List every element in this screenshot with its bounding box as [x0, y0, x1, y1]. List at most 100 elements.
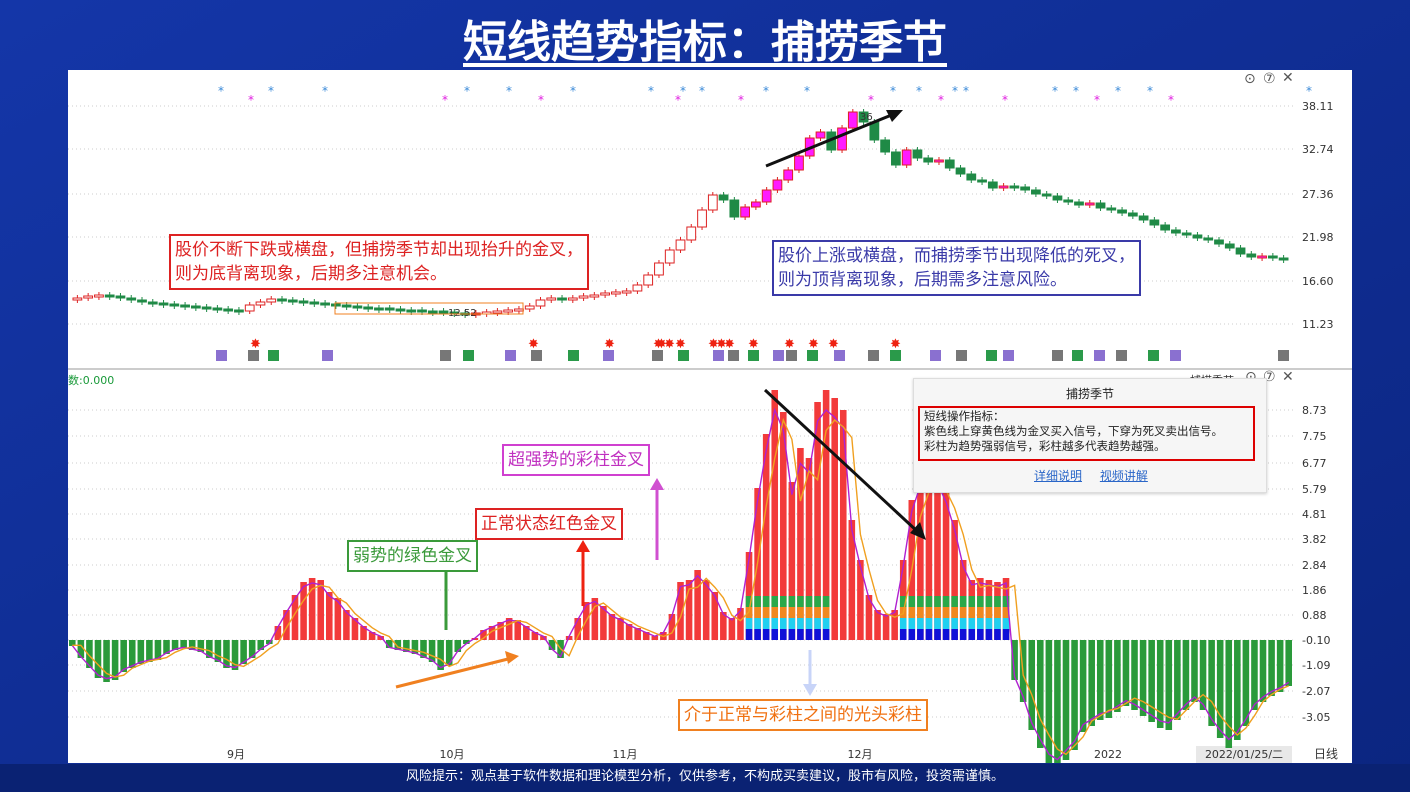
candle: [1278, 257, 1289, 261]
histogram-bar: [702, 580, 710, 640]
marker-badge: [322, 350, 333, 361]
histogram-bar: [505, 618, 513, 640]
candle: [341, 304, 352, 308]
color-bar-segment: [917, 607, 924, 618]
color-bar-segment: [934, 607, 941, 618]
candle: [492, 310, 503, 314]
signal-star: *: [1052, 84, 1058, 98]
indicator-tick-label: 8.73: [1302, 404, 1327, 417]
popup-line: 紫色线上穿黄色线为金叉买入信号，下穿为死叉卖出信号。: [924, 424, 1223, 438]
marker-badge: [652, 350, 663, 361]
red-star: ✸: [664, 337, 675, 352]
marker-badge: [956, 350, 967, 361]
histogram-bar: [882, 614, 890, 640]
candle: [309, 301, 320, 305]
candle: [438, 310, 449, 314]
candle: [395, 308, 406, 312]
signal-star: *: [1073, 84, 1079, 98]
histogram-bar: [154, 640, 162, 660]
histogram-bar: [917, 472, 924, 640]
histogram-bar: [368, 632, 376, 640]
histogram-bar: [86, 640, 93, 668]
candle: [212, 307, 223, 311]
candle: [772, 179, 783, 191]
marker-badge: [1003, 350, 1014, 361]
signal-star: *: [804, 84, 810, 98]
color-bar-segment: [780, 629, 787, 640]
close-icon[interactable]: ✕: [1282, 369, 1294, 385]
candle: [1074, 201, 1084, 206]
marker-badge: [505, 350, 516, 361]
month-label: 10月: [440, 748, 465, 761]
popup-line: 短线操作指标：: [924, 409, 1005, 423]
signal-star: *: [538, 93, 544, 107]
rising-arrow: [395, 657, 509, 689]
candle: [94, 294, 104, 298]
color-bar-segment: [771, 607, 779, 618]
red-star: ✸: [828, 337, 839, 352]
close-icon[interactable]: ✕: [1282, 70, 1294, 86]
histogram-bar: [694, 570, 701, 640]
risk-footer: 风险提示：观点基于软件数据和理论模型分析，仅供参考，不构成买卖建议，股市有风险，…: [0, 764, 1410, 792]
histogram-bar: [188, 640, 196, 650]
candle: [169, 303, 180, 307]
candle: [417, 309, 427, 313]
indicator-tick-label: -1.09: [1302, 659, 1330, 672]
histogram-bar: [394, 640, 402, 650]
marker-badge: [1052, 350, 1063, 361]
signal-star: *: [218, 84, 224, 98]
candle: [1246, 253, 1257, 258]
color-bar-segment: [942, 618, 950, 629]
signal-star: *: [1306, 84, 1312, 98]
orange-line: [72, 417, 1289, 756]
candle: [1009, 185, 1020, 189]
trend-arrow: [765, 112, 895, 168]
color-bar-segment: [762, 618, 770, 629]
settings-icon[interactable]: ⊙: [1244, 71, 1256, 87]
color-bar-segment: [1002, 607, 1010, 618]
candle: [578, 295, 589, 299]
signal-star: *: [675, 93, 681, 107]
candle: [1224, 243, 1235, 249]
histogram-bar: [1105, 640, 1113, 718]
histogram-bar: [1156, 640, 1164, 728]
histogram-bar: [274, 626, 282, 640]
indicator-info-popup: 捕捞季节 短线操作指标： 紫色线上穿黄色线为金叉买入信号，下穿为死叉卖出信号。 …: [913, 378, 1267, 493]
candle: [567, 297, 578, 301]
color-bar-segment: [788, 629, 796, 640]
video-link[interactable]: 视频讲解: [1099, 469, 1148, 483]
candle: [686, 226, 697, 241]
histogram-bar: [171, 640, 179, 650]
color-bar-segment: [959, 618, 967, 629]
color-bar-segment: [942, 607, 950, 618]
candle: [815, 131, 826, 139]
chart-svg: 38.11 32.74 27.36 21.98 16.60 11.23 8.73 7.75 6.…: [68, 84, 1352, 763]
candle: [740, 206, 751, 218]
indicator-tick-label: 6.77: [1302, 457, 1327, 470]
histogram-bar: [377, 636, 384, 640]
candle: [1171, 229, 1181, 234]
help-icon[interactable]: ⑦: [1263, 71, 1276, 87]
marker-badge: [678, 350, 689, 361]
month-label: 11月: [613, 748, 638, 761]
signal-star: *: [322, 84, 328, 98]
color-bar-segment: [745, 629, 753, 640]
color-bar-segment: [797, 596, 804, 607]
histogram-bar: [1054, 640, 1061, 763]
histogram-bar: [214, 640, 222, 662]
bald-arrow-head: [803, 684, 817, 696]
color-bar-segment: [814, 618, 821, 629]
page-title: 短线趋势指标：捕捞季节: [463, 17, 947, 68]
histogram-bar: [540, 636, 547, 640]
candle: [751, 201, 761, 208]
histogram-bar: [591, 598, 599, 640]
candle: [1052, 195, 1063, 201]
marker-badge: [463, 350, 474, 361]
signal-star: *: [680, 84, 686, 98]
detail-link[interactable]: 详细说明: [1034, 469, 1083, 483]
period-label: 日线: [1314, 747, 1338, 761]
histogram-bar: [420, 640, 427, 658]
indicator-tick-label: -3.05: [1302, 711, 1330, 724]
settings-icon[interactable]: ⊙: [1245, 369, 1257, 385]
color-bar-segment: [908, 607, 916, 618]
